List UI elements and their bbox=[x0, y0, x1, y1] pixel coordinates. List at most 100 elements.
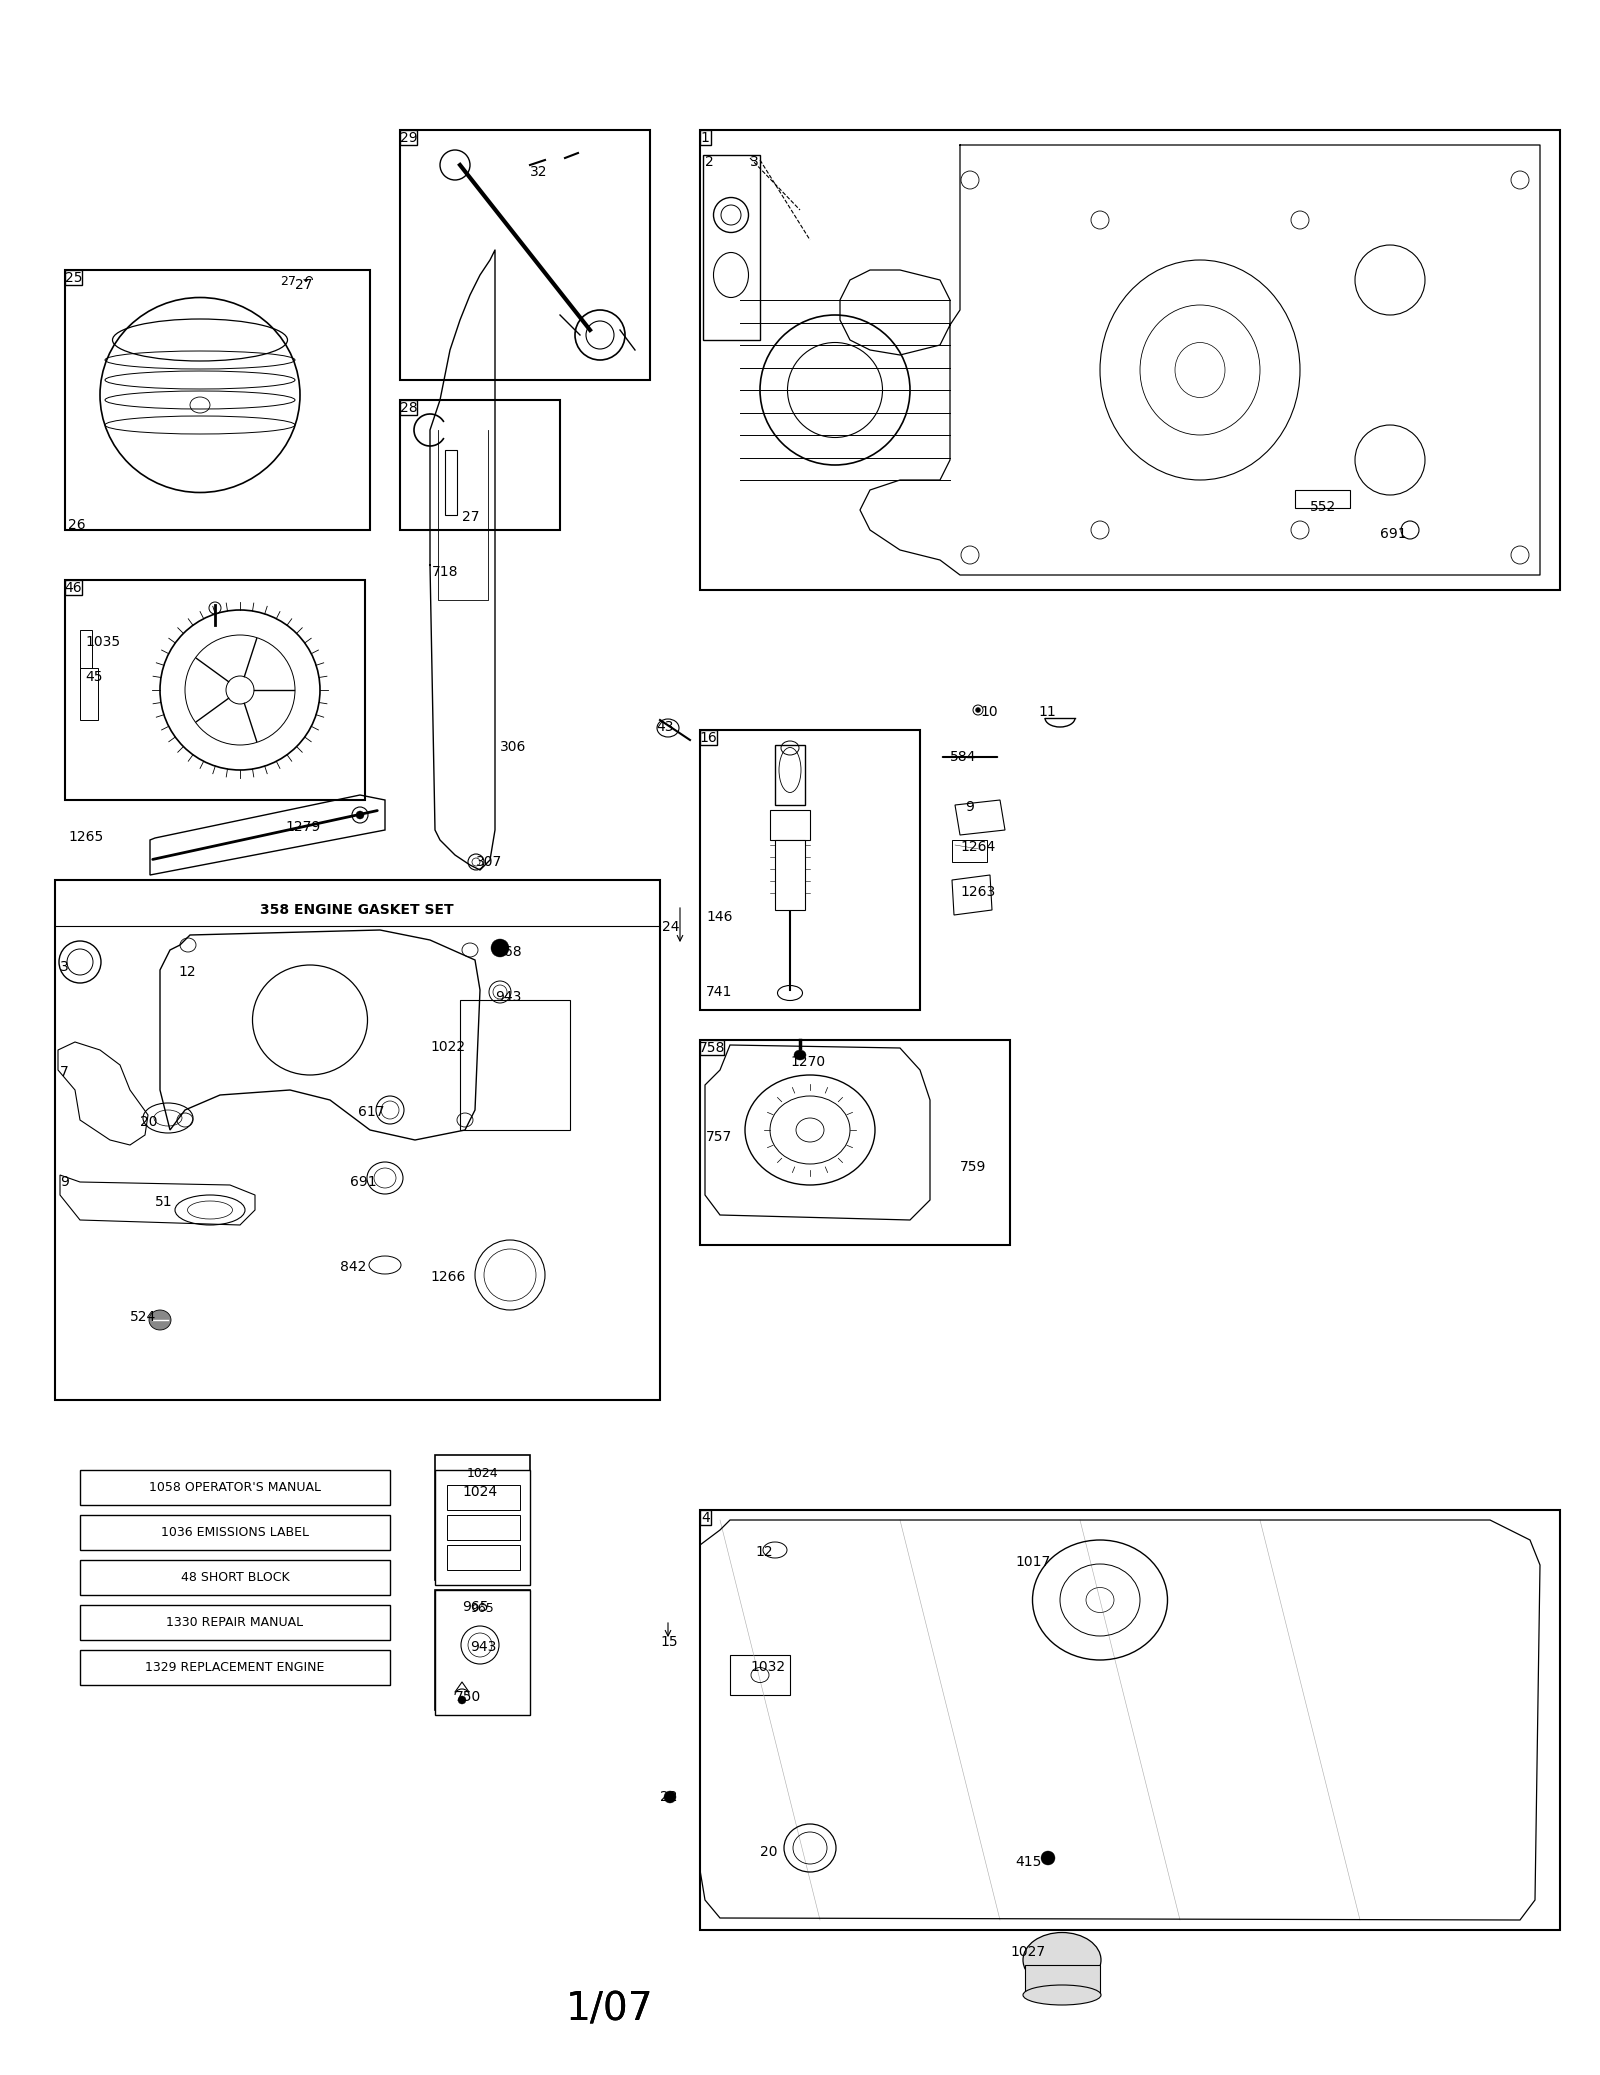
Text: 1/07: 1/07 bbox=[566, 1992, 654, 2029]
Bar bbox=[702, 156, 760, 340]
Text: 15: 15 bbox=[661, 1635, 678, 1650]
Bar bbox=[774, 745, 805, 805]
Text: 1024: 1024 bbox=[467, 1467, 498, 1479]
Bar bbox=[66, 270, 370, 529]
Text: 1017: 1017 bbox=[1014, 1554, 1050, 1569]
Text: 965: 965 bbox=[470, 1602, 494, 1614]
Text: 1: 1 bbox=[701, 131, 710, 145]
Text: 1036 EMISSIONS LABEL: 1036 EMISSIONS LABEL bbox=[162, 1525, 309, 1540]
Text: 27 $\curvearrowleft$: 27 $\curvearrowleft$ bbox=[280, 276, 314, 288]
Text: 842: 842 bbox=[339, 1260, 366, 1274]
Text: 16: 16 bbox=[699, 730, 717, 745]
Text: 552: 552 bbox=[1310, 500, 1336, 515]
Text: 750: 750 bbox=[454, 1689, 482, 1704]
Text: 691: 691 bbox=[350, 1174, 376, 1189]
Bar bbox=[701, 730, 717, 745]
Bar bbox=[701, 1040, 1010, 1245]
Text: 1/07: 1/07 bbox=[566, 1992, 654, 2029]
Text: 1330 REPAIR MANUAL: 1330 REPAIR MANUAL bbox=[166, 1616, 304, 1629]
Bar bbox=[770, 809, 810, 840]
Text: 965: 965 bbox=[462, 1600, 488, 1614]
Text: 32: 32 bbox=[530, 166, 547, 178]
Bar bbox=[80, 1515, 390, 1550]
Text: 20: 20 bbox=[141, 1114, 157, 1129]
Bar bbox=[66, 581, 365, 801]
Text: 358 ENGINE GASKET SET: 358 ENGINE GASKET SET bbox=[261, 903, 454, 917]
Text: 1329 REPLACEMENT ENGINE: 1329 REPLACEMENT ENGINE bbox=[146, 1660, 325, 1675]
Bar bbox=[400, 400, 560, 529]
Text: 415: 415 bbox=[1014, 1855, 1042, 1870]
Text: 943: 943 bbox=[470, 1639, 496, 1654]
Text: 3: 3 bbox=[750, 156, 758, 168]
Bar bbox=[54, 880, 661, 1401]
Bar bbox=[400, 131, 650, 380]
Text: 718: 718 bbox=[432, 564, 459, 579]
Bar bbox=[80, 1560, 390, 1596]
Text: 943: 943 bbox=[494, 990, 522, 1004]
Bar bbox=[701, 730, 920, 1011]
Ellipse shape bbox=[976, 708, 981, 712]
Ellipse shape bbox=[794, 1050, 806, 1060]
Text: 46: 46 bbox=[64, 581, 82, 596]
FancyArrowPatch shape bbox=[152, 811, 378, 859]
Text: 25: 25 bbox=[64, 270, 82, 284]
Text: 10: 10 bbox=[979, 706, 998, 720]
Text: 1022: 1022 bbox=[430, 1040, 466, 1054]
Bar bbox=[435, 1589, 530, 1716]
Text: 20: 20 bbox=[760, 1845, 778, 1859]
Text: 146: 146 bbox=[706, 911, 733, 923]
Bar bbox=[774, 840, 805, 911]
Text: 28: 28 bbox=[400, 400, 418, 415]
Text: 1035: 1035 bbox=[85, 635, 120, 649]
Text: 741: 741 bbox=[706, 986, 733, 998]
Bar bbox=[952, 840, 987, 861]
Bar bbox=[435, 1589, 530, 1710]
Bar bbox=[435, 1455, 530, 1579]
Ellipse shape bbox=[149, 1309, 171, 1330]
Text: 4: 4 bbox=[701, 1511, 710, 1525]
Bar bbox=[80, 1650, 390, 1685]
Text: 1058 OPERATOR'S MANUAL: 1058 OPERATOR'S MANUAL bbox=[149, 1482, 322, 1494]
Bar bbox=[80, 1604, 390, 1639]
Ellipse shape bbox=[355, 811, 365, 820]
Text: 22: 22 bbox=[661, 1791, 677, 1803]
Text: 1265: 1265 bbox=[67, 830, 104, 845]
Text: 26: 26 bbox=[67, 519, 86, 531]
Text: 43: 43 bbox=[656, 720, 674, 735]
Text: 757: 757 bbox=[706, 1131, 733, 1143]
Ellipse shape bbox=[1022, 1932, 1101, 1988]
Ellipse shape bbox=[491, 940, 509, 957]
Bar bbox=[400, 131, 418, 145]
Bar bbox=[461, 1000, 570, 1131]
Text: 584: 584 bbox=[950, 749, 976, 764]
Text: 1279: 1279 bbox=[285, 820, 320, 834]
Bar bbox=[1026, 1965, 1101, 1994]
Text: 868: 868 bbox=[494, 944, 522, 959]
Text: 759: 759 bbox=[960, 1160, 986, 1174]
Bar bbox=[446, 1486, 520, 1511]
Text: 45: 45 bbox=[85, 670, 102, 685]
Text: 9: 9 bbox=[61, 1174, 69, 1189]
Text: 7: 7 bbox=[61, 1064, 69, 1079]
Bar bbox=[701, 131, 710, 145]
Text: 524: 524 bbox=[130, 1309, 157, 1324]
Bar bbox=[66, 581, 82, 596]
Bar bbox=[400, 400, 418, 415]
Text: 12: 12 bbox=[755, 1546, 773, 1558]
Bar bbox=[80, 668, 98, 720]
Bar bbox=[701, 1511, 1560, 1930]
Bar bbox=[80, 1469, 390, 1504]
Text: 3: 3 bbox=[61, 961, 69, 973]
Text: 1024: 1024 bbox=[462, 1486, 498, 1498]
Text: 1264: 1264 bbox=[960, 840, 995, 855]
Text: 9: 9 bbox=[965, 801, 974, 813]
Bar bbox=[80, 631, 93, 674]
Bar bbox=[701, 131, 1560, 589]
Text: 12: 12 bbox=[178, 965, 195, 979]
Text: 51: 51 bbox=[155, 1195, 173, 1210]
Text: 307: 307 bbox=[477, 855, 502, 869]
Text: 1270: 1270 bbox=[790, 1054, 826, 1069]
Text: 306: 306 bbox=[499, 741, 526, 753]
Bar bbox=[701, 1511, 710, 1525]
Ellipse shape bbox=[1022, 1986, 1101, 2004]
